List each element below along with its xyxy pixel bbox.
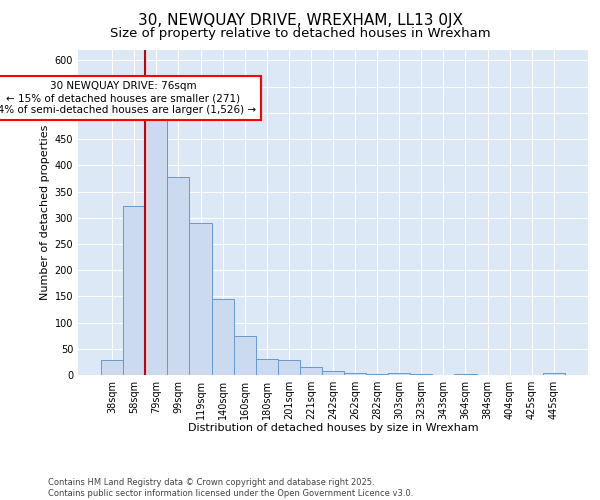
Bar <box>322 371 344 375</box>
Bar <box>167 177 190 375</box>
Bar <box>233 336 256 375</box>
Text: Contains HM Land Registry data © Crown copyright and database right 2025.
Contai: Contains HM Land Registry data © Crown c… <box>48 478 413 498</box>
Bar <box>145 118 167 375</box>
Bar <box>123 206 145 375</box>
Bar <box>388 374 410 375</box>
Y-axis label: Number of detached properties: Number of detached properties <box>40 125 50 300</box>
X-axis label: Distribution of detached houses by size in Wrexham: Distribution of detached houses by size … <box>188 424 478 434</box>
Bar <box>454 374 476 375</box>
Bar <box>344 373 366 375</box>
Bar <box>212 299 233 375</box>
Bar <box>256 360 278 375</box>
Bar <box>300 367 322 375</box>
Bar <box>278 360 300 375</box>
Text: Size of property relative to detached houses in Wrexham: Size of property relative to detached ho… <box>110 28 490 40</box>
Text: 30 NEWQUAY DRIVE: 76sqm
← 15% of detached houses are smaller (271)
84% of semi-d: 30 NEWQUAY DRIVE: 76sqm ← 15% of detache… <box>0 82 256 114</box>
Text: 30, NEWQUAY DRIVE, WREXHAM, LL13 0JX: 30, NEWQUAY DRIVE, WREXHAM, LL13 0JX <box>137 12 463 28</box>
Bar <box>190 223 212 375</box>
Bar <box>410 374 433 375</box>
Bar <box>101 360 123 375</box>
Bar <box>543 373 565 375</box>
Bar <box>366 374 388 375</box>
